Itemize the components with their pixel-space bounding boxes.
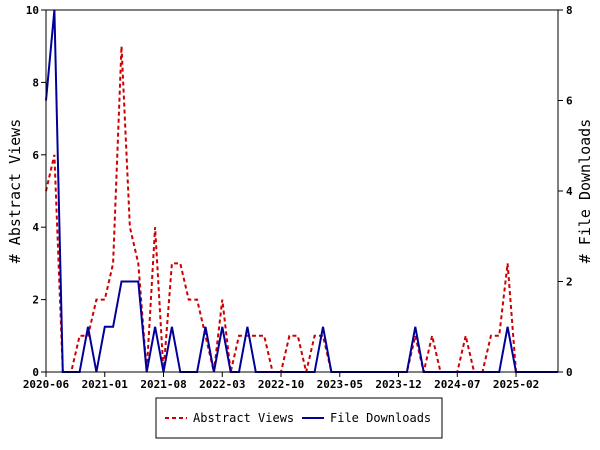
x-tick-label: 2024-07	[434, 378, 480, 391]
legend-label-abstract-views: Abstract Views	[193, 411, 294, 425]
x-tick-label: 2022-03	[199, 378, 245, 391]
y-right-tick-label: 2	[566, 276, 573, 289]
y-right-tick-label: 4	[566, 185, 573, 198]
x-tick-label: 2023-05	[317, 378, 363, 391]
legend: Abstract Views File Downloads	[155, 397, 443, 439]
x-tick-label: 2023-12	[375, 378, 421, 391]
y-left-tick-label: 8	[32, 76, 39, 89]
x-tick-label: 2021-01	[82, 378, 129, 391]
series-line-abstract-views	[45, 46, 558, 373]
x-tick-label: 2021-08	[140, 378, 186, 391]
x-tick-label: 2022-10	[258, 378, 304, 391]
y-right-tick-label: 8	[566, 4, 573, 17]
x-tick-label: 2025-02	[493, 378, 539, 391]
y-axis-title-right: # File Downloads	[576, 119, 594, 264]
axes-layer: 0 2 4 6 8 10 0 2 4 6 8 2020-06 2021-01 2021-08 2022-03…	[23, 4, 573, 391]
y-axis-title-left: # Abstract Views	[6, 119, 24, 264]
y-left-tick-label: 0	[32, 366, 39, 379]
y-left-tick-label: 10	[26, 4, 39, 17]
y-left-tick-label: 6	[32, 149, 39, 162]
y-left-tick-label: 4	[32, 221, 39, 234]
legend-box	[155, 397, 443, 439]
legend-label-file-downloads: File Downloads	[330, 411, 431, 425]
y-right-tick-label: 0	[566, 366, 573, 379]
y-left-tick-label: 2	[32, 294, 39, 307]
y-right-tick-label: 6	[566, 95, 573, 108]
x-tick-label: 2020-06	[23, 378, 70, 391]
